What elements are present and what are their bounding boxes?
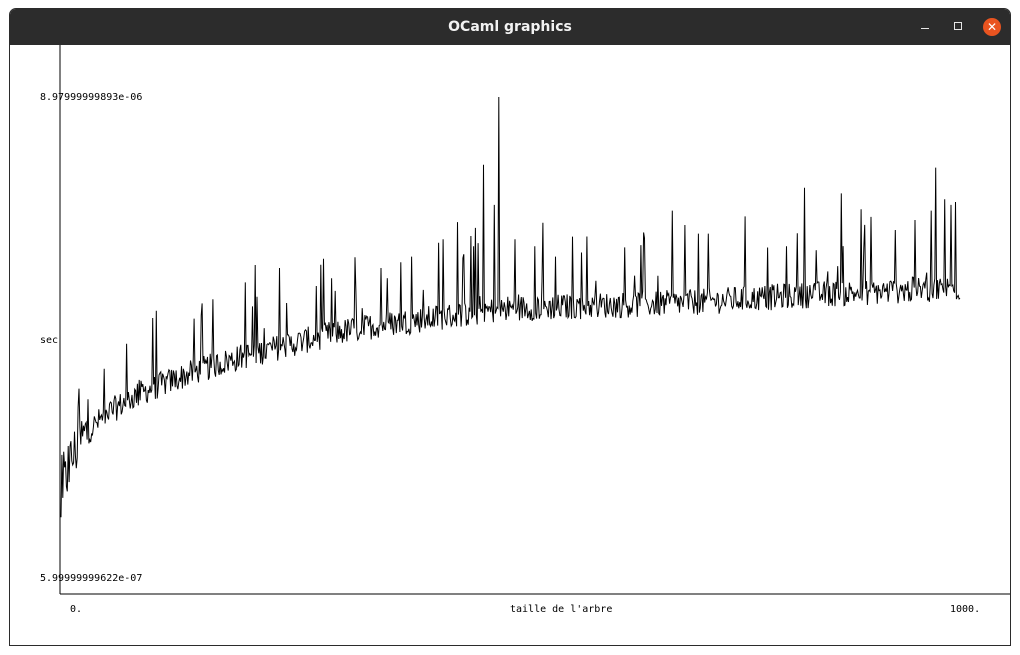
close-button[interactable]: ✕ bbox=[983, 18, 1001, 36]
y-tick-label-max: 8.97999999893e-06 bbox=[40, 92, 142, 103]
x-tick-label-max: 1000. bbox=[950, 604, 980, 615]
x-axis-label: taille de l'arbre bbox=[510, 604, 612, 615]
minimize-icon bbox=[921, 28, 929, 29]
y-tick-label-min: 5.99999999622e-07 bbox=[40, 573, 142, 584]
y-axis-label: sec bbox=[40, 335, 58, 346]
graphics-canvas: 8.97999999893e-06 5.99999999622e-07 sec … bbox=[10, 45, 1010, 645]
window-title: OCaml graphics bbox=[448, 19, 572, 35]
close-icon: ✕ bbox=[986, 20, 998, 34]
line-chart: 8.97999999893e-06 5.99999999622e-07 sec … bbox=[40, 45, 1010, 615]
maximize-icon bbox=[954, 22, 962, 30]
app-window: OCaml graphics ✕ 8.97999999893e-06 5.999… bbox=[9, 8, 1011, 646]
x-tick-label-min: 0. bbox=[70, 604, 82, 615]
title-bar[interactable]: OCaml graphics ✕ bbox=[10, 9, 1010, 45]
maximize-button[interactable] bbox=[950, 18, 968, 36]
minimize-button[interactable] bbox=[916, 18, 934, 36]
timing-series-line bbox=[60, 96, 961, 518]
